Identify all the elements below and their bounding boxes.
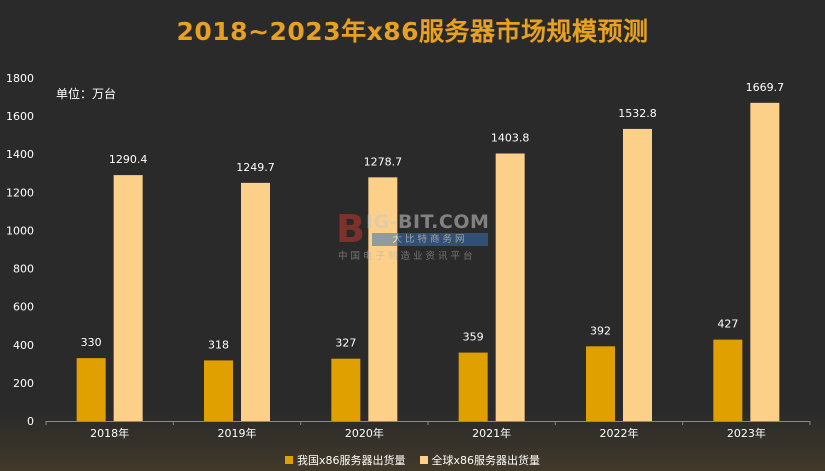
legend-item-china: 我国x86服务器出货量 — [284, 452, 406, 468]
bar-china — [586, 346, 615, 421]
y-tick-label: 200 — [13, 377, 34, 390]
bar-china — [713, 339, 743, 421]
data-label-china: 318 — [208, 338, 229, 351]
y-tick-label: 1200 — [6, 186, 34, 199]
x-tick-label: 2022年 — [600, 426, 639, 440]
y-tick-label: 1000 — [6, 224, 34, 237]
data-label-global: 1669.7 — [746, 81, 785, 94]
bar-global — [495, 153, 525, 421]
bar-china — [204, 360, 233, 421]
x-tick-label: 2021年 — [472, 426, 511, 440]
legend-item-global: 全球x86服务器出货量 — [419, 452, 541, 468]
bar-global — [750, 102, 780, 421]
chart-title: 2018~2023年x86服务器市场规模预测 — [176, 17, 649, 46]
watermark-main-text: IG-BIT.COM — [366, 211, 490, 233]
y-axis: 0 200 400 600 800 1000 1200 1400 1600 1800 — [6, 72, 34, 428]
data-labels: 330 1290.4 318 1249.7 327 1278.7 359 1403.8 392 1… — [81, 81, 784, 352]
unit-label: 单位：万台 — [56, 87, 117, 101]
x-tick-label: 2023年 — [727, 426, 766, 440]
y-tick-label: 600 — [13, 301, 34, 314]
data-label-china: 330 — [81, 336, 102, 349]
y-tick-label: 0 — [27, 415, 34, 428]
legend-label-china: 我国x86服务器出货量 — [296, 454, 406, 467]
y-tick-label: 1600 — [6, 110, 34, 123]
data-label-global: 1532.8 — [618, 107, 657, 120]
y-tick-label: 400 — [13, 339, 34, 352]
bar-china — [458, 352, 488, 421]
data-label-china: 392 — [590, 324, 611, 337]
bar-global — [623, 128, 652, 421]
legend-swatch-global — [419, 456, 428, 464]
y-tick-label: 800 — [13, 263, 34, 276]
legend-swatch-china — [284, 456, 293, 464]
data-label-global: 1249.7 — [236, 161, 275, 174]
x-axis: 2018年 2019年 2020年 2021年 2022年 2023年 — [45, 421, 811, 440]
x-tick-label: 2019年 — [218, 426, 257, 440]
bar-china — [76, 358, 106, 421]
legend: 我国x86服务器出货量 全球x86服务器出货量 — [0, 452, 825, 468]
watermark-sub-text: 大比特商务网 — [372, 233, 488, 246]
data-label-global: 1278.7 — [364, 155, 403, 168]
bar-china — [331, 358, 361, 421]
bar-global — [241, 182, 270, 421]
legend-label-global: 全球x86服务器出货量 — [431, 454, 541, 467]
y-tick-label: 1400 — [6, 148, 34, 161]
data-label-china: 359 — [463, 331, 484, 344]
x-tick-label: 2020年 — [345, 426, 384, 440]
watermark-foot-text: 中国电子制造业资讯平台 — [338, 251, 476, 262]
bar-global — [113, 175, 143, 421]
watermark-logo: B IG-BIT.COM 大比特商务网 中国电子制造业资讯平台 — [336, 208, 496, 268]
x-tick-label: 2018年 — [90, 426, 129, 440]
data-label-china: 427 — [717, 318, 738, 331]
bar-global — [368, 177, 398, 421]
data-label-global: 1290.4 — [109, 153, 148, 166]
watermark-logo-letter: B — [336, 207, 365, 251]
bars — [76, 102, 780, 421]
data-label-global: 1403.8 — [491, 131, 530, 144]
y-tick-label: 1800 — [6, 72, 34, 85]
data-label-china: 327 — [335, 337, 356, 350]
